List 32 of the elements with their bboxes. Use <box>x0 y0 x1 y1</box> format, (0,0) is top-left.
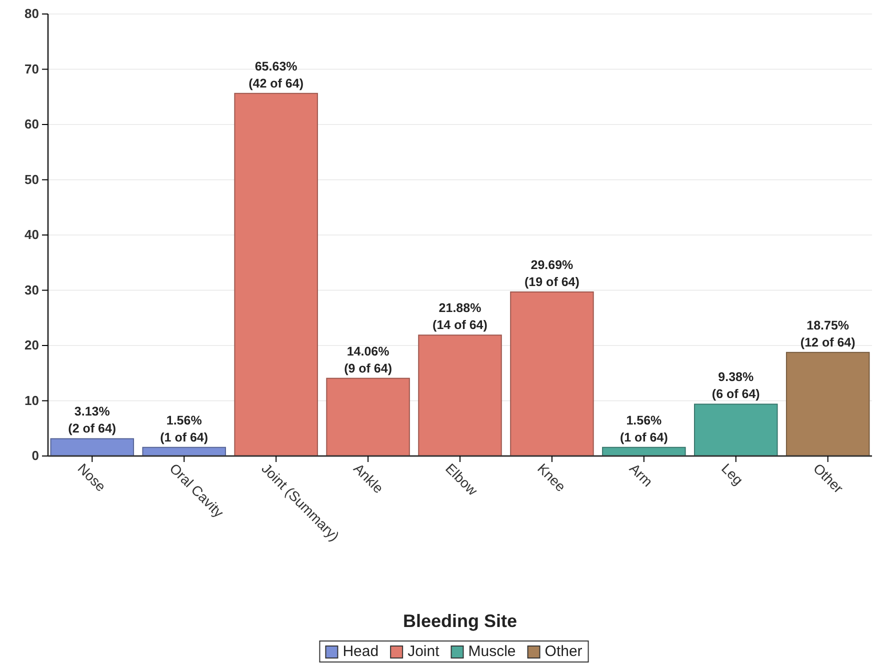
bar <box>326 378 410 456</box>
y-tick-label: 10 <box>24 392 39 408</box>
text: 14.06% (9 of 64) <box>344 344 392 376</box>
y-tick-label: 70 <box>24 61 39 76</box>
bar <box>510 291 594 456</box>
bar <box>786 352 870 456</box>
text: 65.63% (42 of 64) <box>248 59 304 90</box>
bar <box>234 92 318 456</box>
x-axis-title: Bleeding Site <box>402 611 518 631</box>
legend-label: Head <box>342 643 379 660</box>
y-tick-label: 40 <box>24 227 39 242</box>
y-tick-label: 60 <box>24 116 39 132</box>
legend-label: Other <box>544 643 582 660</box>
text: 18.75% (12 of 64) <box>800 318 856 350</box>
text: 21.88% (14 of 64) <box>432 301 488 332</box>
bar <box>50 438 134 456</box>
x-tick-label: Leg <box>718 460 746 488</box>
text: 9.38% (6 of 64) <box>712 370 760 402</box>
legend-label: Muscle <box>468 643 516 660</box>
y-tick-label: 20 <box>24 338 39 353</box>
bar <box>694 404 778 456</box>
y-tick-label: 30 <box>24 282 39 298</box>
text: 1.56% (1 of 64) <box>620 413 668 444</box>
legend-label: Joint <box>408 643 440 660</box>
y-tick-label: 80 <box>24 6 39 22</box>
x-tick-label: Arm <box>626 460 656 490</box>
text: 3.13% (2 of 64) <box>68 404 116 436</box>
y-tick-label: 0 <box>32 448 39 464</box>
text: 1.56% (1 of 64) <box>160 413 208 444</box>
y-tick-label: 50 <box>24 172 39 187</box>
bar <box>418 334 502 456</box>
text: 29.69% (19 of 64) <box>524 258 580 289</box>
